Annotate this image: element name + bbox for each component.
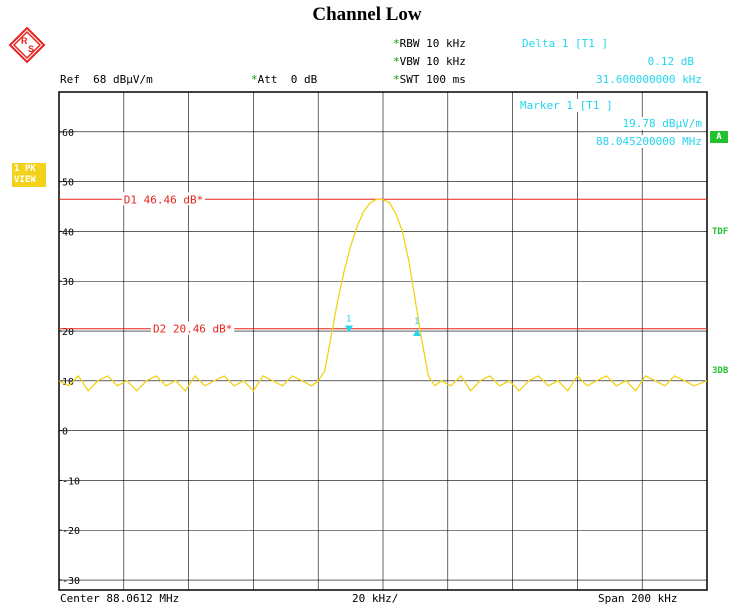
swt-readout: *SWT 100 ms <box>393 73 466 86</box>
y-tick-label: 0 <box>62 427 68 438</box>
y-tick-label: 20 <box>62 327 74 338</box>
trace-marker-2 <box>413 329 422 337</box>
y-tick-label: -20 <box>62 526 80 537</box>
trace-marker-label: 1 <box>346 315 351 325</box>
rohde-schwarz-logo-icon: R S <box>8 26 46 64</box>
y-tick-label: 10 <box>62 377 74 388</box>
svg-text:S: S <box>28 44 34 54</box>
trace-marker-1 <box>344 325 353 333</box>
y-tick-label: -30 <box>62 576 80 587</box>
trace-1-line <box>58 198 708 392</box>
marker-value: 19.78 dBµV/m <box>622 117 702 130</box>
y-tick-label: 60 <box>62 128 74 139</box>
trace-marker-label: 1 <box>414 317 419 327</box>
display-line-label: D2 20.46 dB* <box>153 323 232 336</box>
rbw-readout: *RBW 10 kHz <box>393 37 466 50</box>
attenuation-readout: *Att 0 dB <box>251 73 318 86</box>
side-label-a: A <box>710 131 728 143</box>
side-label-tdf: TDF <box>712 227 729 237</box>
trace-1-pk-view-label: 1 PK VIEW <box>12 163 46 187</box>
vbw-readout: *VBW 10 kHz <box>393 55 466 68</box>
y-tick-label: -10 <box>62 476 80 487</box>
center-frequency: Center 88.0612 MHz <box>60 592 180 605</box>
chart-title: Channel Low <box>312 4 422 25</box>
delta-marker-label: Delta 1 [T1 ] <box>522 37 609 50</box>
y-tick-label: 40 <box>62 227 74 238</box>
side-label-3db: 3DB <box>712 366 729 376</box>
svg-text:R: R <box>21 36 28 46</box>
y-tick-label: 50 <box>62 178 74 189</box>
marker-freq: 88.045200000 MHz <box>596 135 702 148</box>
display-line-label: D1 46.46 dB* <box>124 193 203 206</box>
per-division: 20 kHz/ <box>352 592 399 605</box>
marker-label: Marker 1 [T1 ] <box>520 99 613 112</box>
display-line-label-bg <box>150 321 235 335</box>
span-readout: Span 200 kHz <box>598 592 678 605</box>
ref-level-readout: Ref 68 dBµV/m <box>60 73 153 86</box>
delta-marker-value: 0.12 dB <box>647 55 694 68</box>
display-line-label-bg <box>121 192 205 206</box>
delta-marker-freq: 31.600000000 kHz <box>596 73 702 86</box>
y-tick-label: 30 <box>62 277 74 288</box>
